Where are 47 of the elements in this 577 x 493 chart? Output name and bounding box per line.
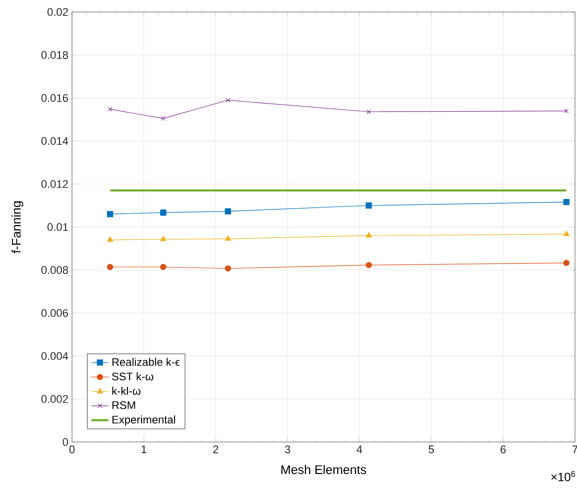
legend-label: SST k-ω	[112, 372, 154, 380]
legend-label: Realizable k-ϵ	[112, 358, 180, 366]
point	[224, 235, 232, 241]
text: ×10$^{6}$	[551, 471, 575, 482]
legend-label: RSM	[112, 401, 136, 410]
line-series	[108, 98, 569, 121]
point	[366, 109, 372, 114]
point	[224, 208, 232, 214]
point	[107, 236, 114, 242]
point	[108, 106, 112, 112]
y-tick-label: 0.016	[41, 94, 68, 102]
x-tick-label: 6	[500, 446, 506, 454]
x-tick-label: 5	[428, 446, 434, 454]
point	[563, 260, 570, 266]
point	[226, 98, 230, 102]
point	[563, 198, 570, 206]
y-tick-label: 0.004	[41, 352, 68, 360]
legend-label: Experimental	[112, 415, 176, 426]
x-axis-title: Mesh Elements	[281, 464, 366, 474]
y-tick-label: 0.018	[41, 51, 68, 59]
point	[366, 202, 372, 209]
y-tick-label: 0.02	[47, 8, 68, 16]
point	[224, 265, 232, 272]
x-tick-label: 3	[284, 446, 290, 454]
point	[160, 236, 166, 242]
x-tick-label: 2	[213, 446, 218, 454]
point	[366, 262, 372, 268]
point	[160, 264, 166, 270]
point	[160, 116, 166, 121]
x-tick-label: 4	[356, 446, 362, 454]
y-tick-label: 0.008	[41, 266, 68, 274]
point	[564, 108, 569, 114]
point	[106, 211, 114, 218]
y-tick-label: 0.002	[41, 395, 68, 403]
y-axis-title: f-Fanning	[12, 201, 24, 254]
y-tick-label: 0	[62, 438, 68, 446]
legend-label: k-kl-ω	[112, 386, 140, 395]
point	[366, 232, 372, 238]
x-tick-label: 0	[69, 446, 75, 454]
point	[160, 209, 166, 216]
x-tick-label: 1	[142, 446, 146, 454]
y-tick-label: 0.012	[41, 180, 68, 188]
y-tick-label: 0.006	[41, 309, 68, 317]
point	[106, 264, 114, 270]
y-tick-label: 0.014	[41, 137, 68, 145]
y-tick-label: 0.01	[47, 223, 68, 231]
point	[563, 230, 570, 236]
